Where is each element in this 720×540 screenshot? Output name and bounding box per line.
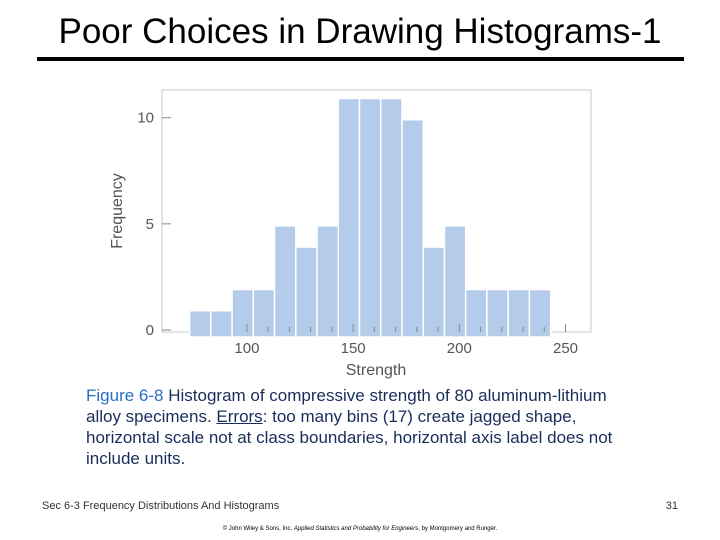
histogram-bar	[295, 246, 318, 338]
caption-text-1: Histogram of compressive strength of 80 …	[86, 386, 607, 426]
copyright-notice: © John Wiley & Sons, Inc. Applied Statis…	[0, 526, 720, 532]
histogram-bar	[422, 246, 446, 338]
y-axis-ticks: 0 5 10	[137, 110, 171, 339]
y-tick-label: 5	[146, 216, 154, 233]
x-tick-label: 150	[341, 340, 366, 357]
copyright-suffix: , by Montgomery and Runger.	[418, 526, 498, 532]
histogram-bar	[379, 97, 403, 338]
histogram-chart: 0 5 10 100 150 200 250 Strength Frequency	[109, 89, 592, 379]
histogram-bar	[464, 288, 488, 338]
histogram-bar	[273, 225, 297, 338]
copyright-prefix: © John Wiley & Sons, Inc.	[222, 526, 294, 532]
title-underline	[37, 57, 684, 61]
x-tick-label: 250	[553, 340, 578, 357]
histogram-bar	[231, 288, 255, 338]
histogram-bar	[528, 288, 552, 338]
x-tick-label: 100	[234, 340, 259, 357]
histogram-bar	[188, 310, 212, 338]
copyright-book: Applied Statistics and Probability for E…	[293, 526, 419, 532]
x-axis-ticks: 100 150 200 250	[234, 324, 578, 357]
y-axis-label: Frequency	[109, 173, 126, 249]
histogram-bar	[358, 97, 382, 338]
slide-title: Poor Choices in Drawing Histograms-1	[58, 12, 662, 51]
histogram-bar	[337, 97, 361, 338]
histogram-bar	[401, 118, 424, 338]
histogram-bar	[443, 225, 467, 338]
caption-text-2: : too many bins (17) create jagged shape…	[86, 407, 613, 468]
histogram-bar	[486, 288, 509, 338]
histogram-bars	[188, 97, 552, 338]
y-tick-label: 0	[146, 322, 154, 339]
histogram-bar	[507, 288, 531, 338]
y-tick-label: 10	[137, 110, 154, 127]
figure-label: Figure 6-8	[86, 386, 164, 405]
errors-label: Errors	[216, 407, 263, 426]
page-number: 31	[665, 500, 678, 512]
footer-section: Sec 6-3 Frequency Distributions And Hist…	[42, 500, 280, 512]
histogram-bar	[210, 310, 233, 338]
figure-caption: Figure 6-8 Histogram of compressive stre…	[86, 385, 646, 469]
x-axis-label: Strength	[346, 362, 406, 379]
histogram-bar	[252, 288, 276, 338]
x-tick-label: 200	[447, 340, 472, 357]
histogram-bar	[316, 225, 340, 338]
